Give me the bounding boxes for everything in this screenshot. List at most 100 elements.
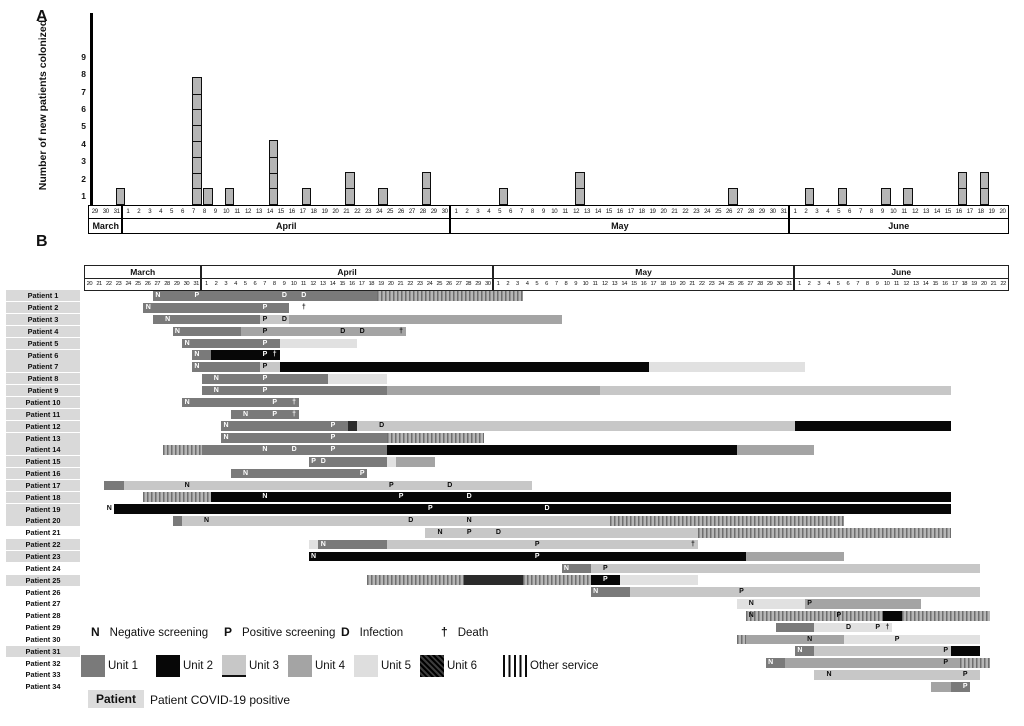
date-label: 31 <box>113 208 120 215</box>
date-label: 22 <box>682 208 689 215</box>
date-label: 6 <box>180 208 184 215</box>
month-name: April <box>276 221 297 231</box>
case-square <box>115 187 126 205</box>
case-square <box>301 187 312 205</box>
month-name: June <box>794 266 1008 279</box>
date-row: 1 2 3 4 5 6 7 8 9 10 11 12 13 14 15 16 17 18 19 20 21 22 23 24 2… <box>122 206 451 219</box>
date-label: 8 <box>202 208 206 215</box>
stay-segment-os <box>367 575 465 585</box>
date-label: 3 <box>817 281 821 287</box>
case-square <box>378 187 388 205</box>
stay-segment-u2 <box>279 362 650 372</box>
event-mark-d: D <box>544 505 550 513</box>
stay-segment-u1 <box>182 397 299 408</box>
month-section-june: 1 2 3 4 5 6 7 8 9 10 11 12 13 14 15 16 17 18 19 20 June <box>788 205 1009 234</box>
date-label: 18 <box>660 281 666 287</box>
month-section-april: 1 2 3 4 5 6 7 8 9 10 11 12 13 14 15 16 17 18 19 20 21 22 23 24 2… <box>121 205 452 234</box>
stay-segment-os <box>902 610 990 621</box>
date-label: 31 <box>786 281 792 287</box>
patient-label: Patient 29 <box>25 623 61 633</box>
date-label: 25 <box>135 281 141 287</box>
month-section-june: June 1 2 3 4 5 6 7 8 9 10 11 12 13 14 15 16 17 18 19 20 21 22 <box>793 265 1009 291</box>
y-tick-label: 9 <box>81 51 86 62</box>
event-mark-p: P <box>534 540 540 548</box>
event-mark-death: † <box>399 327 404 335</box>
patient-row: Patient 27 N P <box>0 598 1024 610</box>
stay-segment-u3 <box>260 314 290 325</box>
date-label: 8 <box>869 208 873 215</box>
date-label: 12 <box>903 281 909 287</box>
date-label: 16 <box>288 208 295 215</box>
event-mark-p: P <box>330 422 336 430</box>
date-label: 18 <box>977 208 984 215</box>
patient-label: Patient 8 <box>6 373 80 385</box>
event-mark-n: N <box>174 327 180 335</box>
stay-segment-u5 <box>279 338 358 349</box>
event-mark-d: D <box>281 292 287 300</box>
event-mark-n: N <box>194 363 200 371</box>
event-mark-d: D <box>281 315 287 323</box>
stay-segment-u2 <box>114 504 951 514</box>
date-label: 2 <box>214 281 218 287</box>
date-label: 12 <box>912 208 919 215</box>
date-label: 20 <box>86 281 93 287</box>
date-label: 15 <box>932 281 938 287</box>
panel-a-x-axis: 29 30 31 March 1 2 3 4 5 6 7 8 9 10 11 12 13 14 15 16 17 18 19… <box>88 205 1009 234</box>
y-tick-label: 7 <box>81 86 86 97</box>
date-row: 29 30 31 <box>89 206 123 219</box>
date-label: 26 <box>144 281 151 287</box>
date-label: 26 <box>446 281 452 287</box>
month-section-may: May 1 2 3 4 5 6 7 8 9 10 11 12 13 14 15 16 17 18 19 20 21 22 23… <box>492 265 795 291</box>
event-mark-n: N <box>165 315 171 323</box>
stay-segment-u1 <box>950 681 971 692</box>
date-label: 20 <box>679 281 686 287</box>
patient-label: Patient 10 <box>6 397 80 409</box>
month-section-march: March 20 21 22 23 24 25 26 27 28 29 30 31 <box>83 265 202 291</box>
date-label: 23 <box>115 281 122 287</box>
panel-b-date-header: March 20 21 22 23 24 25 26 27 28 29 30 31 April 1 2 3 4 5 6… <box>83 265 1009 291</box>
date-label: 14 <box>266 208 273 215</box>
stay-segment-u5 <box>736 599 805 609</box>
patient-label: Patient 22 <box>6 539 80 551</box>
date-label: 22 <box>354 208 361 215</box>
date-label: 11 <box>562 208 568 215</box>
date-label: 24 <box>125 281 131 287</box>
date-label: 2 <box>807 281 811 287</box>
date-label: 21 <box>689 281 695 287</box>
patient-row: Patient 34 P <box>0 681 1024 693</box>
date-label: 9 <box>875 281 879 287</box>
patient-row: Patient 29 D P † <box>0 622 1024 634</box>
stay-segment-u1 <box>765 658 786 668</box>
date-label: 19 <box>321 208 328 215</box>
case-square <box>192 171 202 190</box>
event-mark-n: N <box>437 529 443 536</box>
legend-patient-highlight-swatch: Patient <box>88 690 145 708</box>
date-label: 8 <box>564 281 568 287</box>
date-label: 28 <box>164 281 170 287</box>
date-label: 9 <box>282 281 286 287</box>
stay-segment-u1 <box>318 539 387 550</box>
date-label: 6 <box>545 281 548 287</box>
stay-segment-u1 <box>153 291 377 301</box>
date-label: 1 <box>454 208 458 215</box>
stay-segment-u4 <box>396 456 436 467</box>
event-mark-d: D <box>379 422 385 430</box>
date-label: 9 <box>880 208 884 215</box>
stay-segment-u4 <box>386 385 601 396</box>
date-label: 12 <box>573 208 580 215</box>
case-square <box>268 171 279 190</box>
patient-label: Patient 13 <box>6 432 80 444</box>
event-mark-d: D <box>408 517 414 525</box>
event-mark-p: P <box>836 611 842 619</box>
patient-label: Patient 11 <box>6 408 80 420</box>
date-row: 1 2 3 4 5 6 7 8 9 10 11 12 13 14 15 16 17 18 19 20 <box>789 206 1008 219</box>
stay-segment-os <box>143 492 212 503</box>
date-label: 24 <box>426 281 433 287</box>
case-square <box>575 171 585 190</box>
date-label: 30 <box>769 208 776 215</box>
event-mark-p: P <box>311 457 316 465</box>
stay-segment-os <box>162 445 202 455</box>
event-mark-n: N <box>466 517 472 525</box>
